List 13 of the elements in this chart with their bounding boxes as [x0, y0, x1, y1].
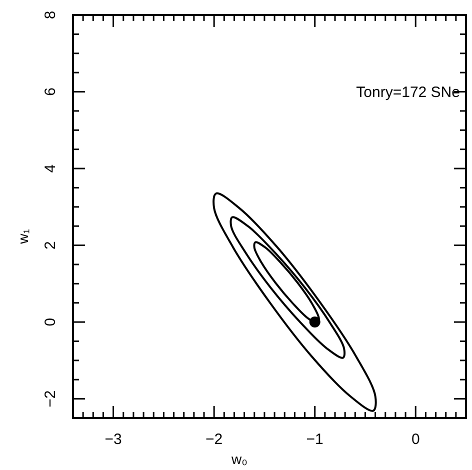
- annotation: Tonry=172 SNe: [356, 84, 460, 101]
- y-tick-label: 8: [42, 10, 59, 20]
- x-tick-label: −3: [104, 431, 122, 448]
- x-axis-title: w₀: [230, 451, 248, 467]
- x-tick-label: −2: [206, 431, 223, 448]
- y-tick-label: 0: [42, 318, 59, 326]
- y-tick-label: 6: [42, 88, 59, 96]
- y-axis-title: w₁: [15, 228, 31, 245]
- y-tick-label: 2: [42, 241, 59, 250]
- x-tick-label: 0: [411, 431, 420, 448]
- y-tick-label: 4: [42, 164, 59, 173]
- x-tick-label: −1: [306, 431, 324, 448]
- y-tick-label: −2: [42, 390, 59, 408]
